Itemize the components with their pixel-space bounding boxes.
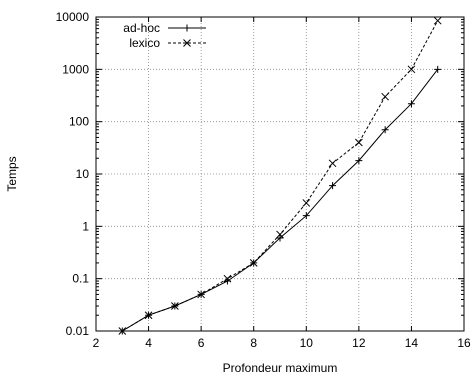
series-line-ad-hoc bbox=[122, 68, 439, 332]
data-point-lexico bbox=[197, 290, 205, 299]
data-point-ad-hoc bbox=[302, 212, 310, 220]
x-tick-label: 8 bbox=[250, 336, 257, 350]
data-point-ad-hoc bbox=[381, 126, 389, 134]
data-point-ad-hoc bbox=[329, 182, 337, 190]
data-point-ad-hoc bbox=[276, 234, 284, 242]
x-tick-label: 12 bbox=[352, 336, 366, 350]
y-tick-label: 10 bbox=[76, 167, 90, 181]
data-point-lexico bbox=[144, 311, 153, 320]
data-point-ad-hoc bbox=[407, 100, 415, 108]
x-tick-label: 2 bbox=[93, 336, 100, 350]
data-point-lexico bbox=[355, 138, 363, 147]
data-point-lexico bbox=[381, 92, 389, 101]
data-point-lexico bbox=[171, 302, 179, 310]
legend-label-lexico: lexico bbox=[129, 36, 160, 50]
data-point-ad-hoc bbox=[355, 157, 363, 165]
legend-marker-ad-hoc bbox=[183, 24, 191, 32]
y-tick-label: 10000 bbox=[56, 10, 90, 24]
series-lexico bbox=[118, 16, 442, 335]
x-tick-label: 14 bbox=[405, 336, 419, 350]
data-point-lexico bbox=[118, 327, 127, 335]
y-tick-label: 1 bbox=[82, 219, 89, 233]
data-point-lexico bbox=[328, 159, 337, 168]
y-tick-label: 100 bbox=[69, 115, 89, 129]
data-point-lexico bbox=[302, 199, 311, 207]
series-ad-hoc bbox=[118, 65, 442, 335]
data-point-lexico bbox=[249, 259, 258, 267]
data-point-lexico bbox=[433, 16, 442, 25]
y-tick-label: 1000 bbox=[62, 62, 89, 76]
x-tick-label: 16 bbox=[457, 336, 471, 350]
x-tick-label: 4 bbox=[145, 336, 152, 350]
series-layer bbox=[118, 16, 442, 335]
y-axis-label: Temps bbox=[5, 156, 19, 191]
data-point-lexico bbox=[407, 65, 416, 74]
y-tick-label: 0.1 bbox=[72, 272, 89, 286]
axis-ticks: 2 4 6 8 10 12 14 16 0.01 0.1 1 10 100 1000 10000 bbox=[56, 10, 471, 350]
grid-lines bbox=[96, 17, 464, 331]
x-tick-label: 10 bbox=[300, 336, 314, 350]
x-axis-label: Profondeur maximum bbox=[223, 361, 338, 375]
data-point-ad-hoc bbox=[434, 65, 442, 73]
data-point-lexico bbox=[276, 230, 284, 239]
x-tick-label: 6 bbox=[198, 336, 205, 350]
y-tick-label: 0.01 bbox=[66, 324, 90, 338]
legend-marker-lexico bbox=[183, 39, 191, 47]
data-point-lexico bbox=[223, 274, 232, 283]
series-line-lexico bbox=[122, 20, 439, 332]
plot-frame bbox=[95, 16, 465, 332]
legend-label-ad-hoc: ad-hoc bbox=[123, 21, 160, 35]
